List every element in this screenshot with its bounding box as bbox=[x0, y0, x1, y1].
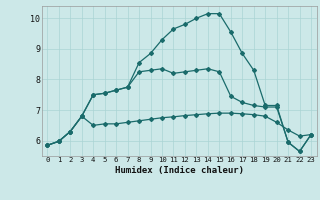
X-axis label: Humidex (Indice chaleur): Humidex (Indice chaleur) bbox=[115, 166, 244, 175]
